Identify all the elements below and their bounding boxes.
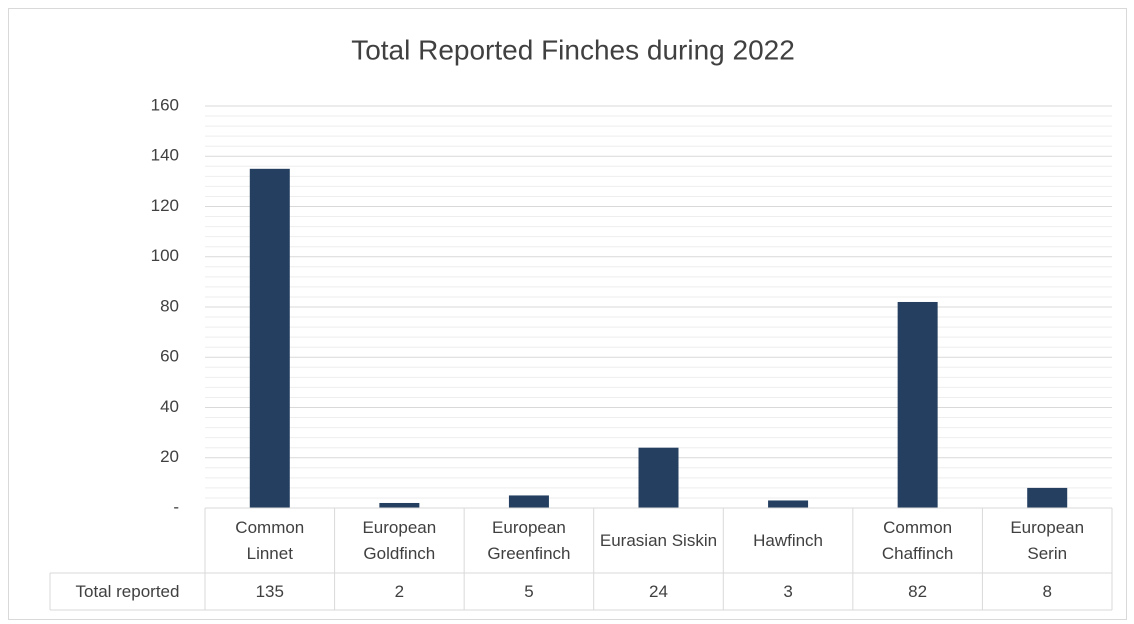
chart-border xyxy=(8,8,1127,620)
category-label: European Serin xyxy=(1010,517,1085,563)
chart-title: Total Reported Finches during 2022 xyxy=(351,34,795,65)
category-label: European Greenfinch xyxy=(487,517,571,563)
table-value: 8 xyxy=(1042,581,1052,601)
y-tick-label: 100 xyxy=(151,246,179,265)
category-label: Common Chaffinch xyxy=(881,517,954,563)
table-value: 82 xyxy=(908,581,928,601)
y-tick-label: - xyxy=(173,497,179,516)
y-tick-label: 120 xyxy=(151,196,179,215)
table-value: 135 xyxy=(255,581,284,601)
bar xyxy=(897,301,938,508)
category-label: European Goldfinch xyxy=(362,517,437,563)
table-value: 5 xyxy=(524,581,534,601)
table-value: 24 xyxy=(649,581,668,601)
bar xyxy=(638,447,679,508)
bar xyxy=(249,168,290,508)
series-name: Total reported xyxy=(75,581,180,601)
category-label: Common Linnet xyxy=(235,517,305,563)
y-tick-label: 140 xyxy=(151,146,179,165)
table-value: 3 xyxy=(783,581,793,601)
bar xyxy=(768,500,809,508)
bar xyxy=(1027,487,1068,508)
category-label: Eurasian Siskin xyxy=(599,530,718,550)
y-tick-label: 20 xyxy=(160,447,179,466)
bar xyxy=(508,495,549,508)
y-tick-label: 60 xyxy=(160,347,179,366)
table-value: 2 xyxy=(394,581,405,601)
y-tick-label: 40 xyxy=(160,397,179,416)
y-tick-label: 80 xyxy=(160,296,179,315)
bar xyxy=(379,502,420,508)
category-label: Hawfinch xyxy=(753,530,824,550)
y-tick-label: 160 xyxy=(151,95,179,114)
